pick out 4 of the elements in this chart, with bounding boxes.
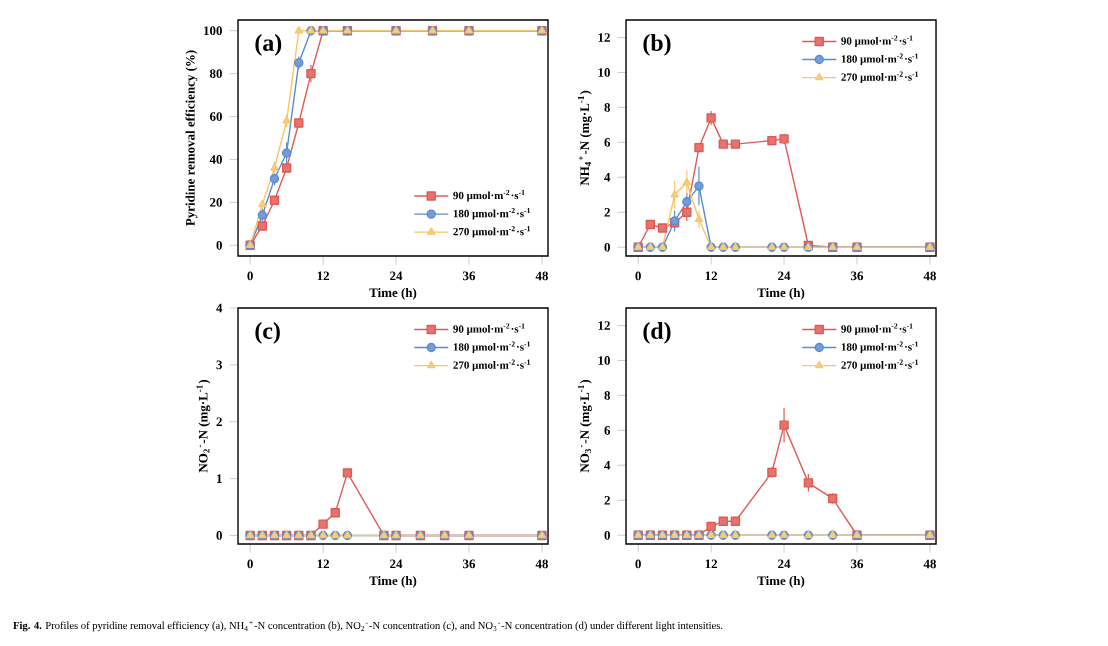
annotation: (a) xyxy=(255,34,282,56)
annotation: (d) xyxy=(643,322,671,344)
annotation: (b) xyxy=(643,34,671,56)
annotation: (c) xyxy=(255,322,280,344)
